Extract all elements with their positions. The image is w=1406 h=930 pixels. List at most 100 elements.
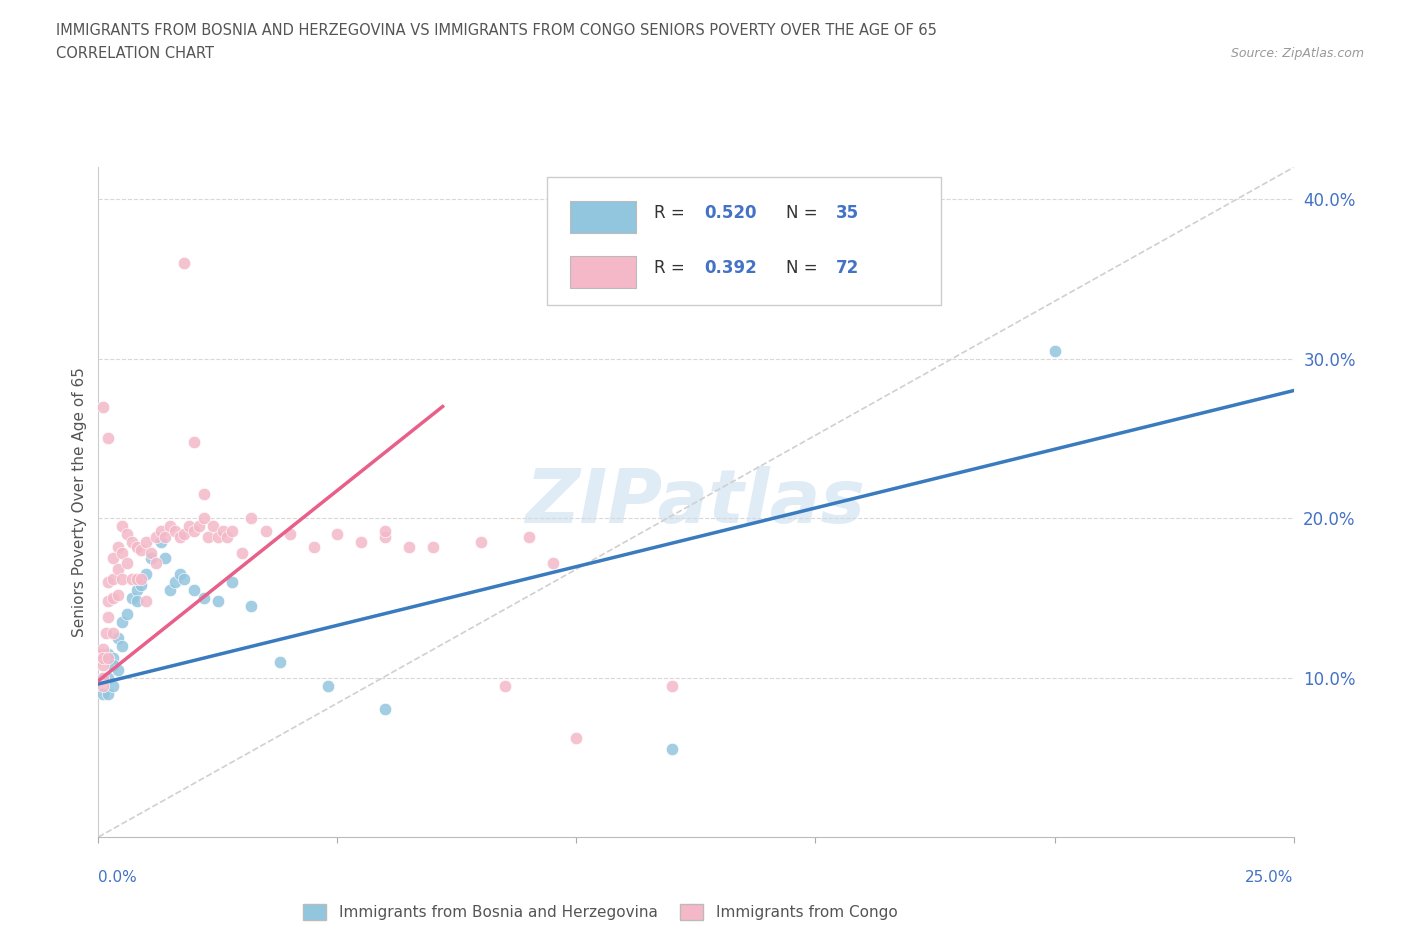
Point <box>145 555 167 570</box>
Point <box>97 609 120 624</box>
Legend: Immigrants from Bosnia and Herzegovina, Immigrants from Congo: Immigrants from Bosnia and Herzegovina, … <box>297 898 904 926</box>
Point <box>316 678 339 693</box>
Point <box>169 566 191 581</box>
Point <box>163 575 186 590</box>
Point <box>231 546 253 561</box>
Point <box>139 551 162 565</box>
Point <box>173 256 195 271</box>
Text: IMMIGRANTS FROM BOSNIA AND HERZEGOVINA VS IMMIGRANTS FROM CONGO SENIORS POVERTY : IMMIGRANTS FROM BOSNIA AND HERZEGOVINA V… <box>56 23 938 38</box>
Point <box>111 615 134 630</box>
Point <box>661 742 683 757</box>
Point <box>193 511 215 525</box>
Point <box>91 658 114 672</box>
Point <box>97 651 120 666</box>
Point <box>115 606 138 621</box>
Y-axis label: Seniors Poverty Over the Age of 65: Seniors Poverty Over the Age of 65 <box>72 367 87 637</box>
Point <box>149 535 172 550</box>
Point <box>115 526 138 541</box>
Point <box>91 671 114 685</box>
Point <box>183 434 205 449</box>
FancyBboxPatch shape <box>547 178 941 305</box>
Point <box>107 587 129 602</box>
Point <box>240 598 263 613</box>
Point <box>193 591 215 605</box>
Point <box>94 626 117 641</box>
Point <box>470 535 492 550</box>
Point <box>374 530 396 545</box>
Text: Source: ZipAtlas.com: Source: ZipAtlas.com <box>1230 46 1364 60</box>
Point <box>149 524 172 538</box>
Point <box>101 591 124 605</box>
Point <box>207 593 229 608</box>
Point <box>135 535 157 550</box>
Point <box>97 646 120 661</box>
Point <box>135 566 157 581</box>
Point <box>97 593 120 608</box>
FancyBboxPatch shape <box>571 256 636 288</box>
Point <box>155 530 177 545</box>
Point <box>494 678 516 693</box>
Point <box>97 431 120 445</box>
Point <box>398 539 420 554</box>
Point <box>125 593 148 608</box>
Point <box>163 524 186 538</box>
Point <box>90 646 112 661</box>
Point <box>101 551 124 565</box>
Point <box>131 542 153 557</box>
Point <box>121 571 143 586</box>
Point <box>111 638 134 653</box>
Text: CORRELATION CHART: CORRELATION CHART <box>56 46 214 61</box>
Text: N =: N = <box>786 204 823 222</box>
Point <box>91 399 114 414</box>
Point <box>422 539 444 554</box>
Text: 25.0%: 25.0% <box>1246 870 1294 884</box>
Point <box>278 526 301 541</box>
Text: 0.392: 0.392 <box>704 259 756 277</box>
Text: R =: R = <box>654 259 690 277</box>
Point <box>145 530 167 545</box>
Text: N =: N = <box>786 259 823 277</box>
Point <box>197 530 219 545</box>
Point <box>101 651 124 666</box>
Point <box>121 591 143 605</box>
Text: 0.0%: 0.0% <box>98 870 138 884</box>
Point <box>101 658 124 672</box>
Point <box>91 678 114 693</box>
Point <box>173 526 195 541</box>
Point <box>97 686 120 701</box>
Point <box>107 562 129 577</box>
Point <box>302 539 325 554</box>
Point <box>125 571 148 586</box>
Point <box>101 626 124 641</box>
Point <box>169 530 191 545</box>
FancyBboxPatch shape <box>571 201 636 233</box>
Text: R =: R = <box>654 204 690 222</box>
Point <box>125 582 148 597</box>
Text: 72: 72 <box>835 259 859 277</box>
Point <box>254 524 277 538</box>
Point <box>202 519 225 534</box>
Point <box>111 519 134 534</box>
Text: ZIPatlas: ZIPatlas <box>526 466 866 538</box>
Point <box>121 535 143 550</box>
Point <box>187 519 209 534</box>
Point <box>374 524 396 538</box>
Point <box>221 575 243 590</box>
Point <box>183 582 205 597</box>
Point <box>91 671 114 685</box>
Point <box>1043 343 1066 358</box>
Point <box>139 546 162 561</box>
Point <box>97 671 120 685</box>
Point <box>211 524 233 538</box>
Point <box>115 555 138 570</box>
Point <box>269 654 291 669</box>
Point <box>207 530 229 545</box>
Point <box>91 651 114 666</box>
Point <box>240 511 263 525</box>
Point <box>131 578 153 592</box>
Point <box>125 539 148 554</box>
Point <box>107 539 129 554</box>
Point <box>217 530 239 545</box>
Point <box>193 486 215 501</box>
Point <box>541 555 564 570</box>
